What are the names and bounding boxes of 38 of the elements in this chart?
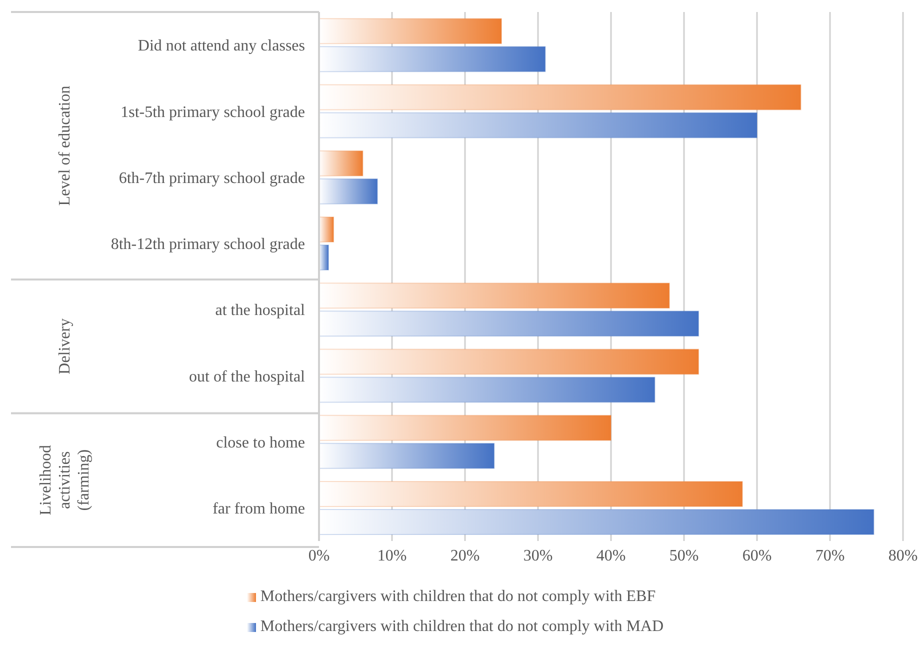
legend-label: Mothers/cargivers with children that do not comply with EBF [260,588,656,605]
y-tick-label: at the hospital [215,302,306,320]
y-tick-label: Did not attend any classes [138,38,305,55]
x-tick-label: 10% [377,547,407,564]
bar [319,310,700,337]
text: Livelihood activities (farming) [38,445,92,516]
bar [319,150,364,176]
y-tick-label: far from home [212,500,305,518]
bar [319,46,546,72]
y-tick-label: 1st-5th primary school grade [120,104,305,121]
bar [319,348,700,375]
legend-label: Mothers/cargivers with children that do not comply with MAD [260,618,664,635]
bar [319,216,334,242]
text: Delivery [56,318,74,374]
x-tick-label: 60% [742,547,772,564]
x-tick-label: 0% [308,547,330,564]
bar [319,480,743,507]
x-tick-label: 80% [888,547,918,564]
bar [319,376,656,403]
x-tick-label: 40% [596,547,626,564]
bar [319,18,502,44]
bar [319,282,670,309]
text: Level of education [56,86,74,206]
bar [319,508,874,535]
x-tick-label: 30% [523,547,553,564]
bar [319,442,495,469]
bar [319,178,378,204]
bar [319,414,612,441]
bar [319,244,329,270]
bar [319,112,758,138]
y-tick-label: 8th-12th primary school grade [110,236,305,254]
y-tick-label: 6th-7th primary school grade [118,170,305,187]
x-tick-label: 70% [815,547,845,564]
x-tick-label: 20% [450,547,480,564]
x-tick-label: 50% [669,547,699,564]
bar [319,84,802,110]
y-tick-label: out of the hospital [189,368,306,386]
y-tick-label: close to home [216,434,305,452]
